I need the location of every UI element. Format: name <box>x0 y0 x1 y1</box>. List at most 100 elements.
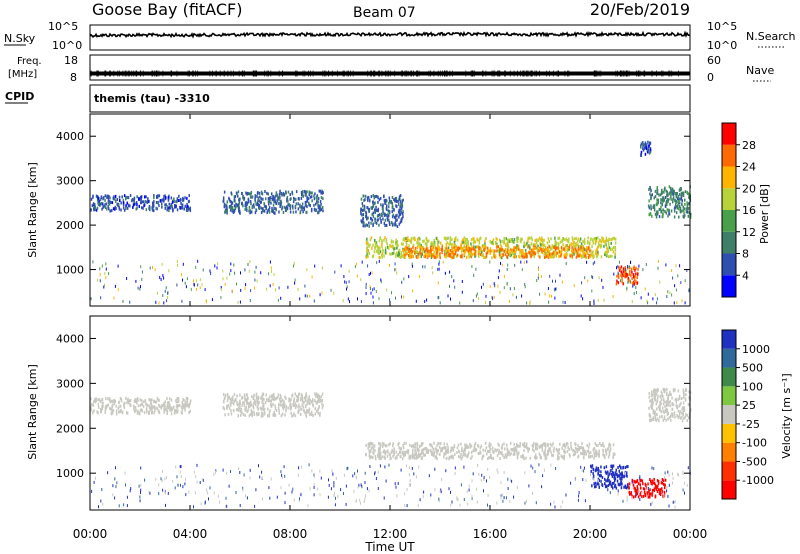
velocity-cell <box>617 482 620 486</box>
power-cell <box>663 190 665 194</box>
power-cell <box>449 242 451 246</box>
velocity-cell <box>681 407 683 411</box>
power-cell <box>688 211 691 215</box>
power-cell <box>561 247 563 251</box>
velocity-cell <box>229 397 232 401</box>
power-cell <box>376 245 379 249</box>
power-cell <box>319 189 322 193</box>
velocity-noise-cell <box>165 503 166 507</box>
velocity-cell <box>316 409 318 413</box>
power-cell <box>408 254 410 257</box>
power-noise-cell <box>656 297 658 301</box>
velocity-cell <box>541 446 543 449</box>
power-cell <box>583 246 585 250</box>
velocity-cell <box>654 394 657 398</box>
velocity-cell <box>618 483 620 487</box>
power-cell <box>406 237 409 241</box>
noise-right-tick-high: 10^5 <box>707 20 737 33</box>
velocity-cell <box>275 397 277 401</box>
power-cell <box>662 212 664 216</box>
velocity-cell <box>423 453 425 457</box>
velocity-cell <box>551 444 553 448</box>
velocity-cell <box>142 404 145 408</box>
power-cell <box>257 196 260 200</box>
power-cell <box>387 209 390 213</box>
velocity-noise-cell <box>346 467 348 471</box>
velocity-cell <box>273 395 275 399</box>
power-noise-cell <box>526 260 528 264</box>
velocity-cell <box>602 442 604 446</box>
power-cell <box>388 218 390 222</box>
velocity-cell <box>139 412 141 416</box>
velocity-cell <box>543 453 546 457</box>
power-cell <box>108 200 111 204</box>
power-cell <box>176 208 179 212</box>
power-cell <box>245 191 247 195</box>
power-cell <box>632 280 635 284</box>
velocity-cell <box>160 405 163 409</box>
velocity-cell <box>407 449 409 453</box>
velocity-cell <box>633 479 635 483</box>
power-cell <box>614 237 616 241</box>
power-cell <box>400 254 403 258</box>
power-cell <box>644 141 647 145</box>
power-cell <box>678 207 680 211</box>
power-cell <box>584 248 586 251</box>
velocity-cell <box>409 456 411 460</box>
power-noise-cell <box>437 296 439 300</box>
power-cell <box>453 246 455 250</box>
power-cell <box>516 246 519 250</box>
power-cell <box>174 205 176 209</box>
power-cell <box>431 254 433 258</box>
velocity-cell <box>136 401 138 405</box>
power-cell <box>373 196 375 200</box>
power-cell <box>580 249 582 253</box>
velocity-noise-cell <box>541 485 543 489</box>
velocity-cell <box>649 492 651 496</box>
velocity-cell <box>597 443 599 447</box>
velocity-cell <box>306 402 308 406</box>
power-noise-cell <box>226 276 228 280</box>
velocity-cell <box>593 451 595 455</box>
velocity-cell <box>552 453 554 457</box>
velocity-cell <box>650 403 653 407</box>
power-cell <box>450 255 452 258</box>
velocity-cell <box>598 485 600 489</box>
velocity-cell <box>262 404 265 408</box>
power-cell <box>166 208 168 212</box>
power-colorbar-swatch <box>722 166 736 189</box>
velocity-cell <box>134 406 137 409</box>
power-cell <box>464 246 467 250</box>
power-cell <box>303 206 306 210</box>
power-noise-cell <box>629 279 631 283</box>
power-cell <box>262 197 264 201</box>
velocity-cell <box>393 452 395 456</box>
velocity-cell <box>307 410 309 414</box>
velocity-cell <box>421 456 423 460</box>
velocity-cell <box>681 419 684 423</box>
power-noise-cell <box>268 272 270 276</box>
power-cell <box>249 211 251 215</box>
velocity-cell <box>141 399 143 403</box>
velocity-cell <box>664 400 666 404</box>
power-cell <box>548 239 550 243</box>
power-cell <box>280 200 283 204</box>
velocity-cell <box>253 393 255 397</box>
power-cell <box>440 248 442 251</box>
power-cell <box>470 238 473 242</box>
power-cell <box>101 202 104 206</box>
power-cell <box>500 245 502 249</box>
power-cell <box>401 199 403 203</box>
velocity-cell <box>123 403 125 407</box>
velocity-cell <box>144 399 147 403</box>
power-noise-cell <box>485 294 487 298</box>
power-cell <box>589 247 591 251</box>
velocity-cell <box>425 450 428 454</box>
power-cell <box>493 252 495 256</box>
power-cell <box>489 239 491 243</box>
power-cell <box>431 241 433 245</box>
power-cell <box>658 193 660 197</box>
velocity-cell <box>543 451 545 455</box>
velocity-noise-cell <box>609 491 611 495</box>
power-cell <box>288 202 290 206</box>
